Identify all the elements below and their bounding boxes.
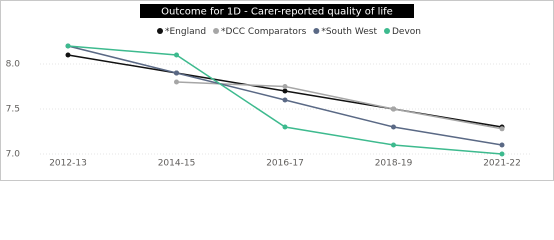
data-point — [65, 52, 71, 58]
y-tick-label: 8.0 — [6, 60, 21, 70]
legend-label: *England — [165, 27, 206, 37]
legend-marker — [213, 28, 220, 34]
x-tick-label: 2016-17 — [266, 159, 304, 169]
data-point — [282, 97, 288, 103]
legend-marker — [157, 28, 163, 34]
legend-label: *South West — [321, 27, 377, 37]
data-point — [174, 52, 179, 58]
data-point — [391, 124, 396, 130]
data-point — [174, 79, 179, 85]
data-point — [282, 84, 288, 89]
data-point — [499, 126, 505, 132]
data-point — [282, 124, 288, 130]
legend-label: Devon — [392, 27, 421, 37]
series-line — [176, 81, 503, 130]
data-point — [174, 70, 179, 76]
y-tick-label: 7.5 — [6, 105, 20, 115]
x-tick-label: 2014-15 — [158, 159, 196, 169]
data-point — [391, 142, 396, 148]
data-point — [499, 142, 505, 148]
data-point — [499, 151, 505, 157]
data-point — [282, 88, 288, 94]
legend-marker — [313, 28, 320, 34]
legend-marker — [384, 28, 390, 34]
chart: Outcome for 1D - Carer-reported quality … — [0, 0, 554, 181]
data-point — [391, 106, 396, 112]
y-tick-label: 7.0 — [6, 150, 21, 160]
data-point — [65, 43, 71, 49]
chart-title: Outcome for 1D - Carer-reported quality … — [161, 7, 393, 18]
x-tick-label: 2012-13 — [49, 159, 87, 169]
title-bar — [140, 4, 414, 18]
legend-label: *DCC Comparators — [221, 27, 307, 37]
x-tick-label: 2018-19 — [375, 159, 413, 169]
x-tick-label: 2021-22 — [483, 159, 521, 169]
